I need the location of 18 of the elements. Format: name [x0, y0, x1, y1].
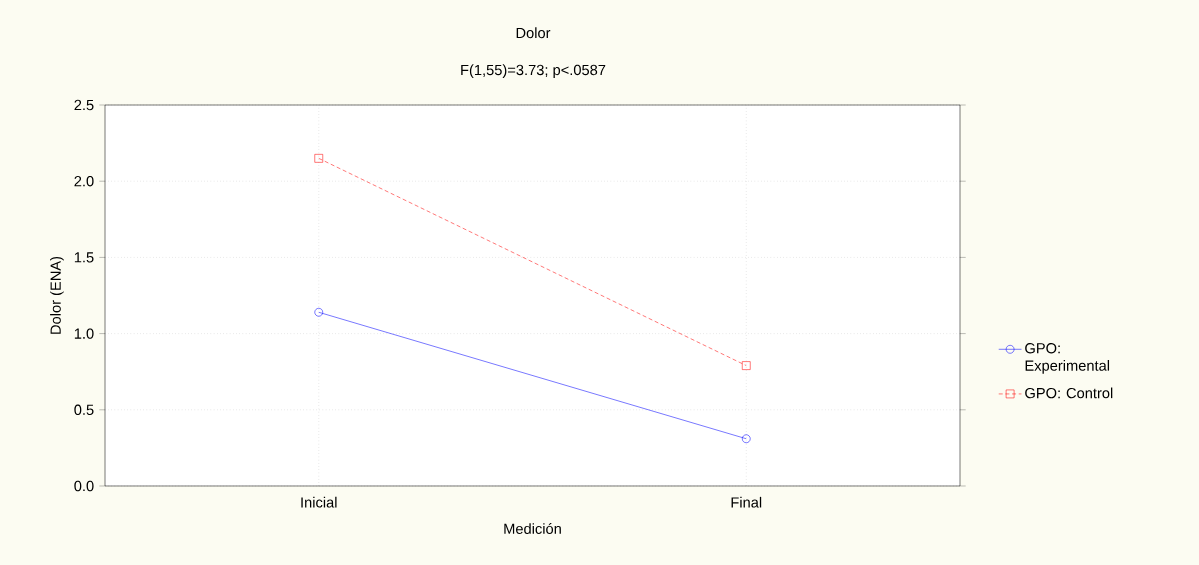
y-tick-label: 1.0	[74, 328, 94, 339]
legend-label: GPO: Experimental	[1025, 343, 1110, 374]
point	[741, 434, 751, 444]
chart-title: Dolor	[516, 27, 551, 39]
x-tick-label: Inicial	[301, 496, 337, 508]
point	[741, 361, 751, 370]
y-tick-label: 0.0	[74, 480, 94, 492]
x-axis-title: Medición	[504, 523, 561, 534]
point	[314, 154, 324, 163]
y-tick-label: 2.0	[74, 176, 94, 187]
y-tick-label: 1.5	[74, 252, 94, 263]
legend-label: GPO: Control	[1025, 387, 1113, 399]
chart-subtitle: F(1,55)=3.73; p<.0587	[461, 64, 606, 79]
y-tick-label: 0.5	[74, 404, 94, 415]
y-axis-title: Dolor (ENA)	[50, 256, 64, 334]
x-tick-label: Final	[731, 496, 762, 508]
point	[314, 307, 324, 317]
y-tick-label: 2.5	[74, 99, 94, 111]
